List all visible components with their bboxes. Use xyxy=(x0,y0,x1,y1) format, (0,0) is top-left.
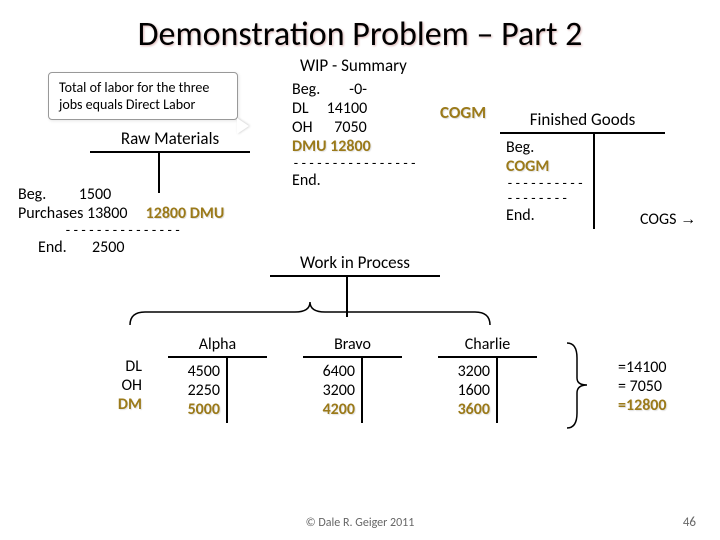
callout: Total of labor for the three jobs equals… xyxy=(48,72,238,120)
wip-dl-label: DL xyxy=(292,99,309,118)
jobs-totals: =14100 = 7050 =12800 xyxy=(618,358,667,415)
rm-beg-val: 1500 xyxy=(79,185,111,204)
total-oh: = 7050 xyxy=(618,377,667,396)
dmu-label: DMU xyxy=(190,204,225,223)
charlie-dl: 3200 xyxy=(444,362,490,381)
wip-dashes: ---------------- xyxy=(292,156,417,171)
alpha-dl: 4500 xyxy=(174,362,220,381)
row-label-oh: OH xyxy=(95,376,142,395)
rm-beg-label: Beg. xyxy=(18,185,46,204)
cogm-label: COGM xyxy=(440,102,486,123)
raw-materials-t-account: Raw Materials xyxy=(90,128,250,193)
arrow-right-icon: → xyxy=(680,211,696,228)
wip-end-label: End. xyxy=(292,171,321,190)
wip-beg-val: -0- xyxy=(349,80,367,99)
job-charlie-title: Charlie xyxy=(420,335,555,354)
job-alpha: Alpha 4500 2250 5000 xyxy=(150,335,285,423)
raw-materials-detail: Beg. 1500 Purchases 13800 12800 DMU ----… xyxy=(18,185,224,257)
fg-cogm-label: COGM xyxy=(506,157,549,176)
page-title: Demonstration Problem – Part 2 xyxy=(0,0,720,55)
job-bravo: Bravo 6400 3200 4200 xyxy=(285,335,420,423)
job-bravo-title: Bravo xyxy=(285,335,420,354)
copyright: © Dale R. Geiger 2011 xyxy=(0,516,720,530)
job-charlie: Charlie 3200 1600 3600 xyxy=(420,335,555,423)
rm-purch-label: Purchases xyxy=(18,204,83,223)
totals-brace-icon xyxy=(562,338,592,433)
wip-oh-val: 7050 xyxy=(334,118,366,137)
charlie-dm: 3600 xyxy=(444,400,490,419)
cogs-label: COGS → xyxy=(640,210,696,229)
rm-purch-val: 13800 xyxy=(87,204,128,223)
rm-end-label: End. xyxy=(38,238,67,257)
fg-end-label: End. xyxy=(506,206,535,225)
row-label-dl: DL xyxy=(95,357,142,376)
total-dm: =12800 xyxy=(618,396,667,415)
wip-summary-detail: Beg. -0- DL 14100 OH 7050 DMU 12800 ----… xyxy=(292,80,417,190)
bravo-dl: 6400 xyxy=(309,362,355,381)
rm-credit: 12800 xyxy=(146,204,187,223)
fg-beg-label: Beg. xyxy=(506,138,534,157)
jobs-brace-icon xyxy=(125,300,495,330)
fg-dashes: ------------------ xyxy=(506,176,587,206)
wip-summary-heading: WIP - Summary xyxy=(300,55,407,76)
wip-dl-val: 14100 xyxy=(327,99,368,118)
slide-number: 46 xyxy=(683,515,696,530)
total-dl: =14100 xyxy=(618,358,667,377)
rm-dashes: --------------- xyxy=(18,223,224,238)
wip-t-title: Work in Process xyxy=(270,252,440,273)
wip-beg-label: Beg. xyxy=(292,80,320,99)
raw-materials-title: Raw Materials xyxy=(90,128,250,149)
alpha-oh: 2250 xyxy=(174,381,220,400)
row-label-dm: DM xyxy=(95,395,142,414)
bravo-oh: 3200 xyxy=(309,381,355,400)
alpha-dm: 5000 xyxy=(174,400,220,419)
jobs-table: DL OH DM Alpha 4500 2250 5000 Bravo 6400… xyxy=(95,335,555,423)
wip-dmu-val: 12800 xyxy=(330,137,371,156)
wip-oh-label: OH xyxy=(292,118,313,137)
charlie-oh: 1600 xyxy=(444,381,490,400)
jobs-row-labels: DL OH DM xyxy=(95,335,150,423)
job-alpha-title: Alpha xyxy=(150,335,285,354)
bravo-dm: 4200 xyxy=(309,400,355,419)
rm-end-val: 2500 xyxy=(92,238,124,257)
wip-dmu-label: DMU xyxy=(292,137,327,156)
fg-title: Finished Goods xyxy=(500,109,665,130)
